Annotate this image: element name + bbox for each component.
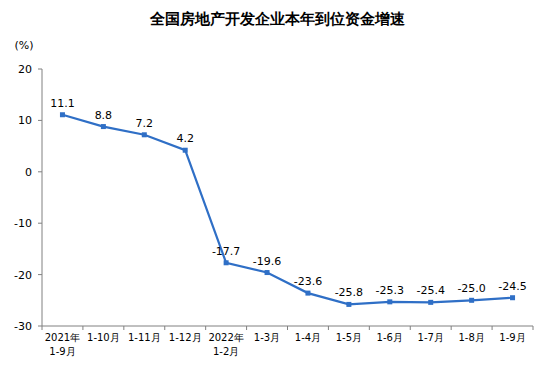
data-label: -25.0	[457, 282, 485, 295]
y-tick-label: 0	[25, 166, 32, 179]
x-tick-label: 1-6月	[377, 332, 403, 343]
data-point	[510, 295, 515, 300]
data-point	[387, 299, 392, 304]
title: 全国房地产开发企业本年到位资金增速	[149, 10, 406, 28]
x-tick-label: 1-11月	[128, 332, 161, 343]
y-tick-label: -10	[14, 217, 32, 230]
x-tick-divider	[82, 326, 83, 330]
x-tick-label-line: 1-11月	[128, 332, 161, 343]
y-tick	[38, 274, 42, 275]
x-tick-label: 2022年 1-2月	[208, 332, 243, 357]
x-tick-label: 2021年 1-9月	[45, 332, 80, 357]
x-tick-divider	[123, 326, 124, 330]
x-tick-label-line: 1-4月	[295, 332, 321, 343]
data-point	[428, 300, 433, 305]
x-tick-divider	[42, 326, 43, 330]
series-line	[62, 115, 512, 305]
x-tick-label-line: 1-7月	[418, 332, 444, 343]
y-tick	[38, 223, 42, 224]
x-tick-label: 1-8月	[458, 332, 484, 343]
data-label: 4.2	[176, 132, 194, 145]
data-label: 8.8	[95, 109, 113, 122]
plot-area	[60, 112, 515, 307]
y-tick-label: 10	[18, 114, 32, 127]
data-point	[469, 298, 474, 303]
x-tick-divider	[164, 326, 165, 330]
y-tick	[38, 69, 42, 70]
y-axis-label: (%)	[14, 39, 33, 52]
x-tick-label-line: 2021年	[45, 332, 80, 343]
x-tick-label: 1-7月	[418, 332, 444, 343]
data-point	[305, 291, 310, 296]
x-tick-label-line: 1-5月	[336, 332, 362, 343]
y-tick-label: -30	[14, 320, 32, 333]
x-tick-label: 1-5月	[336, 332, 362, 343]
x-tick-label-line: 2022年	[208, 332, 243, 343]
x-tick-label-line: 1-10月	[87, 332, 120, 343]
x-tick-label: 1-3月	[254, 332, 280, 343]
y-tick-label: -20	[14, 269, 32, 282]
x-tick-label-line: 1-9月	[49, 346, 75, 357]
x-tick-label: 1-4月	[295, 332, 321, 343]
data-point	[101, 124, 106, 129]
x-tick-divider	[328, 326, 329, 330]
data-label: 11.1	[50, 97, 75, 110]
x-tick-divider	[451, 326, 452, 330]
x-tick-divider	[369, 326, 370, 330]
data-point	[265, 270, 270, 275]
x-tick-label-line: 1-9月	[499, 332, 525, 343]
data-label: -25.3	[376, 284, 404, 297]
data-label: -25.4	[416, 284, 444, 297]
x-tick-divider	[287, 326, 288, 330]
y-tick	[38, 326, 42, 327]
data-point	[183, 148, 188, 153]
data-label: 7.2	[136, 117, 154, 130]
x-tick-label-line: 1-6月	[377, 332, 403, 343]
x-tick-label: 1-12月	[169, 332, 202, 343]
data-label: -24.5	[498, 280, 526, 293]
chart: 全国房地产开发企业本年到位资金增速 (%) -30 -20 -10 0 10 20 2021年 1…	[0, 0, 554, 386]
x-tick-divider	[410, 326, 411, 330]
data-point	[346, 302, 351, 307]
y-tick	[38, 120, 42, 121]
data-point	[142, 132, 147, 137]
x-tick-divider	[533, 326, 534, 330]
x-tick-divider	[492, 326, 493, 330]
data-label: -23.6	[294, 275, 322, 288]
x-tick-divider	[246, 326, 247, 330]
data-label: -25.8	[335, 286, 363, 299]
y-axis	[42, 69, 43, 326]
x-tick-label-line: 1-8月	[458, 332, 484, 343]
y-tick-label: 20	[18, 63, 32, 76]
data-point	[60, 112, 65, 117]
data-label: -19.6	[253, 255, 281, 268]
x-tick-divider	[205, 326, 206, 330]
data-point	[224, 260, 229, 265]
x-tick-label-line: 1-3月	[254, 332, 280, 343]
x-tick-label: 1-9月	[499, 332, 525, 343]
data-label: -17.7	[212, 245, 240, 258]
x-tick-label-line: 1-12月	[169, 332, 202, 343]
x-tick-label: 1-10月	[87, 332, 120, 343]
x-tick-label-line: 1-2月	[213, 346, 239, 357]
y-tick	[38, 171, 42, 172]
